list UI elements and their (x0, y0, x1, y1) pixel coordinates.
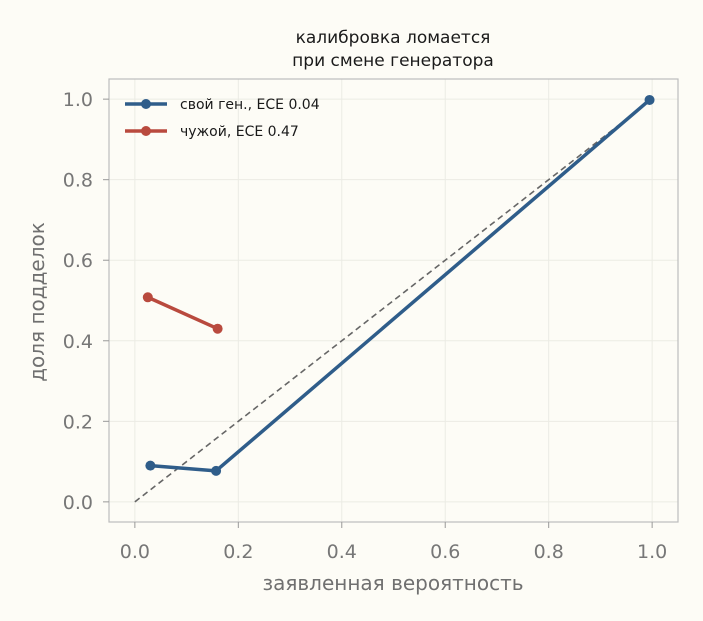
grid (109, 79, 678, 522)
series-0 (145, 94, 655, 476)
legend-label: свой ген., ECE 0.04 (180, 97, 320, 113)
data-point (644, 94, 655, 105)
series-group (142, 94, 655, 476)
diagonal-reference-line (134, 98, 653, 503)
legend: свой ген., ECE 0.04 чужой, ECE 0.47 (125, 97, 320, 140)
legend-label: чужой, ECE 0.47 (180, 124, 299, 140)
y-axis-label: доля подделок (25, 222, 49, 382)
y-tick-label: 0.6 (63, 250, 93, 272)
data-point (212, 323, 223, 334)
series-1 (142, 292, 223, 334)
series-line (148, 98, 652, 473)
reference-diagonal (134, 98, 653, 503)
series-line (146, 295, 220, 331)
data-point (211, 465, 222, 476)
y-tick-label: 0.0 (63, 492, 93, 514)
data-point (145, 460, 156, 471)
chart-title-line-2: при смене генератора (292, 51, 494, 71)
x-tick-label: 0.0 (120, 541, 150, 563)
legend-swatch-marker (141, 126, 151, 136)
y-tick-label: 0.8 (63, 170, 93, 192)
y-tick-label: 1.0 (63, 89, 93, 111)
x-tick-label: 1.0 (637, 541, 667, 563)
x-tick-label: 0.4 (327, 541, 357, 563)
plot-frame (108, 78, 679, 523)
chart-title-line-1: калибровка ломается (296, 28, 491, 48)
x-tick-label: 0.8 (534, 541, 564, 563)
x-tick-label: 0.2 (223, 541, 253, 563)
x-axis-label: заявленная вероятность (262, 571, 523, 595)
data-point (142, 292, 153, 303)
y-tick-label: 0.4 (63, 331, 93, 353)
y-tick-label: 0.2 (63, 411, 93, 433)
legend-swatch-marker (141, 99, 151, 109)
ticks: 0.0 0.2 0.4 0.6 0.8 1.0 0.0 0.2 0.4 0.6 0.8 1.0 (63, 89, 667, 563)
x-tick-label: 0.6 (430, 541, 460, 563)
